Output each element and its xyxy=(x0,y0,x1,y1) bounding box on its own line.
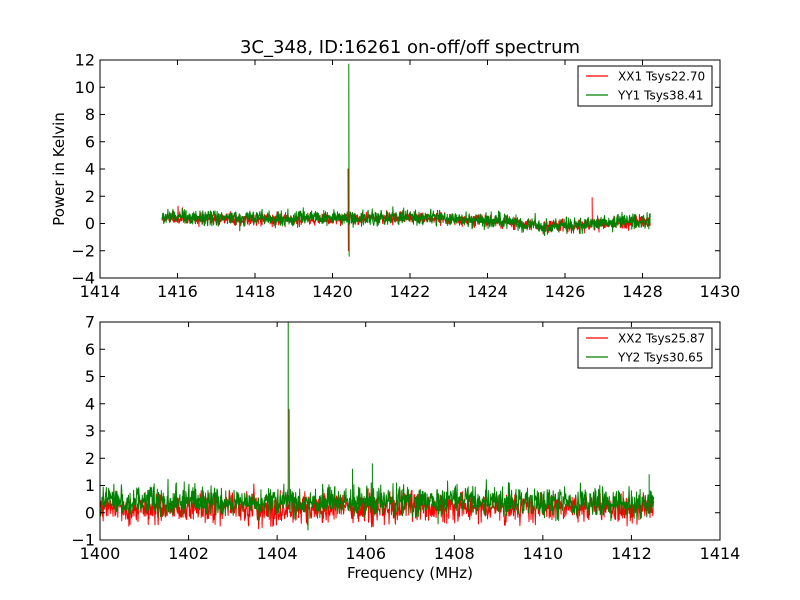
series-line-yy2 xyxy=(100,322,655,531)
x-tick-label: 1412 xyxy=(611,544,652,563)
x-tick-label: 1414 xyxy=(80,282,121,301)
y-tick-label: 0 xyxy=(85,503,95,522)
x-tick-label: 1400 xyxy=(80,544,121,563)
x-tick-label: 1408 xyxy=(434,544,475,563)
x-tick-label: 1404 xyxy=(257,544,298,563)
legend-label: YY1 Tsys38.41 xyxy=(617,89,703,103)
x-tick-label: 1420 xyxy=(312,282,353,301)
x-tick-label: 1418 xyxy=(235,282,276,301)
x-tick-label: 1406 xyxy=(345,544,386,563)
legend-label: XX1 Tsys22.70 xyxy=(618,70,705,84)
y-tick-label: 12 xyxy=(75,51,95,70)
x-axis-label: Frequency (MHz) xyxy=(347,564,473,582)
y-tick-label: 4 xyxy=(85,160,95,179)
y-tick-label: 1 xyxy=(85,476,95,495)
y-tick-label: 6 xyxy=(85,132,95,151)
legend: XX2 Tsys25.87 YY2 Tsys30.65 xyxy=(577,327,713,369)
figure-title: 3C_348, ID:16261 on-off/off spectrum xyxy=(240,37,580,58)
x-tick-label: 1410 xyxy=(522,544,563,563)
x-tick-label: 1422 xyxy=(390,282,431,301)
x-tick-label: 1414 xyxy=(700,544,741,563)
x-tick-label: 1416 xyxy=(157,282,198,301)
y-tick-label: 10 xyxy=(75,78,95,97)
x-tick-label: 1402 xyxy=(168,544,209,563)
series-lines xyxy=(100,322,655,531)
y-tick-label: 5 xyxy=(85,367,95,386)
series-lines xyxy=(161,63,651,257)
series-line-xx1 xyxy=(161,168,651,252)
bottom-panel: 1400 1402 1404 1406 1408 1410 1412 1414 −1 0 1 2 3 4 5… xyxy=(71,313,740,583)
y-axis-label: Power in Kelvin xyxy=(50,112,68,226)
x-tick-label: 1428 xyxy=(622,282,663,301)
y-tick-label: 4 xyxy=(85,394,95,413)
legend-box xyxy=(577,65,713,107)
y-tick-label: 6 xyxy=(85,340,95,359)
legend-box xyxy=(577,327,713,369)
y-tick-label: −2 xyxy=(71,241,95,260)
top-panel: 1414 1416 1418 1420 1422 1424 1426 1428 1430 −4 −2… xyxy=(50,51,740,302)
legend-label: YY2 Tsys30.65 xyxy=(617,351,703,365)
y-tick-label: 2 xyxy=(85,187,95,206)
y-tick-label: 3 xyxy=(85,422,95,441)
x-tick-label: 1430 xyxy=(700,282,741,301)
y-tick-label: 0 xyxy=(85,214,95,233)
legend: XX1 Tsys22.70 YY1 Tsys38.41 xyxy=(577,65,713,107)
y-tick-label: −1 xyxy=(71,531,95,550)
legend-label: XX2 Tsys25.87 xyxy=(618,332,705,346)
x-tick-label: 1424 xyxy=(467,282,508,301)
y-tick-label: −4 xyxy=(71,269,95,288)
x-tick-label: 1426 xyxy=(545,282,586,301)
series-line-yy1 xyxy=(161,63,651,257)
y-tick-label: 8 xyxy=(85,105,95,124)
y-tick-label: 7 xyxy=(85,313,95,332)
y-tick-label: 2 xyxy=(85,449,95,468)
